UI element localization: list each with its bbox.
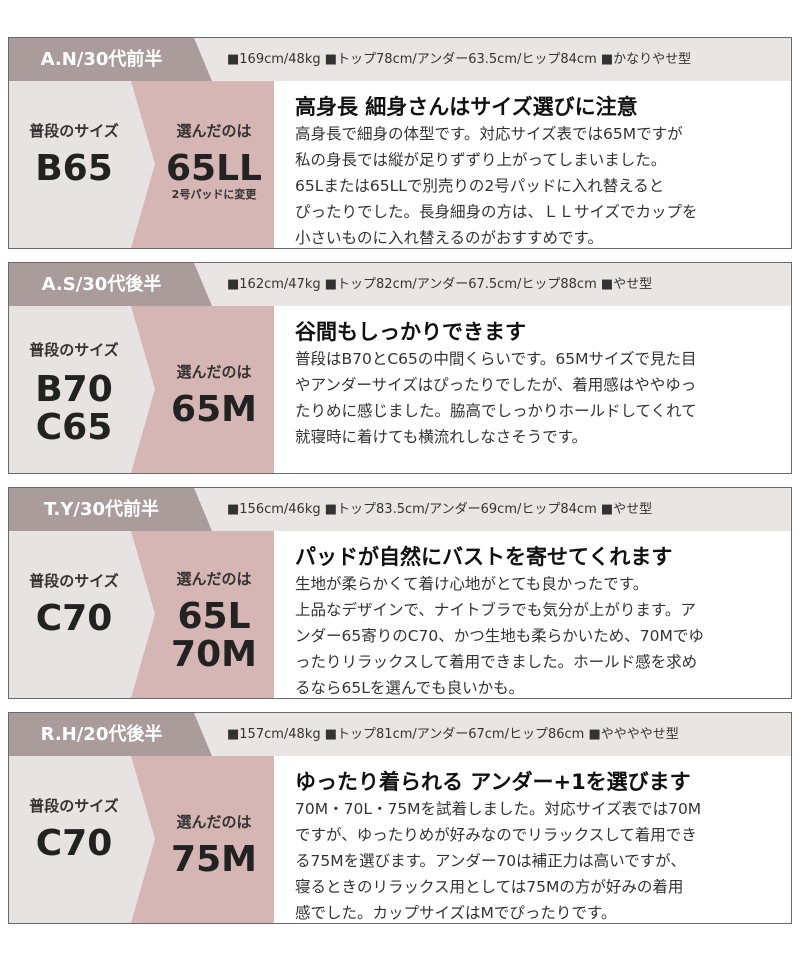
chosen-bg <box>131 81 274 248</box>
review-text: ぴったりでした。長身細身の方は、ＬＬサイズでカップを <box>295 203 698 221</box>
review-text: 感でした。カップサイズはMでぴったりです。 <box>295 904 617 922</box>
card-shapes <box>9 263 791 473</box>
review-text: 就寝時に着けても横流れしなさそうです。 <box>295 428 588 446</box>
review-text: ったりリラックスして着用できました。ホールド感を求め <box>295 653 698 671</box>
chosen-size-label: 選んだのは <box>176 570 252 588</box>
reviewer-name: A.N/30代前半 <box>40 49 163 70</box>
usual-size-label: 普段のサイズ <box>29 572 119 590</box>
usual-size-label: 普段のサイズ <box>29 341 119 359</box>
reviewer-specs: ■169cm/48kg ■トップ78cm/アンダー63.5cm/ヒップ84cm … <box>227 52 692 67</box>
review-text: 70M・70L・75Mを試着しました。対応サイズ表では70M <box>295 800 702 818</box>
review-text: 生地が柔らかくて着け心地がとても良かったです。 <box>295 575 649 593</box>
card-shapes <box>9 38 791 248</box>
usual-size: B65 <box>35 148 113 189</box>
review-title: パッドが自然にバストを寄せてくれます <box>295 545 673 569</box>
name-bg <box>9 38 212 81</box>
reviewer-name: T.Y/30代前半 <box>43 499 160 520</box>
usual-size-label: 普段のサイズ <box>29 122 119 140</box>
card-shapes <box>9 713 791 923</box>
review-text: 小さいものに入れ替えるのがおすすめです。 <box>295 229 603 247</box>
review-title: 高身長 細身さんはサイズ選びに注意 <box>295 95 638 119</box>
usual-bg <box>9 756 155 923</box>
chosen-size: 65LL <box>166 148 262 189</box>
review-card: A.S/30代後半 ■162cm/47kg ■トップ82cm/アンダー67.5cm… <box>8 262 792 474</box>
name-bg <box>9 713 212 756</box>
chosen-size: 65L <box>177 596 251 637</box>
chosen-size: 65M <box>171 389 257 430</box>
review-card: A.N/30代前半 ■169cm/48kg ■トップ78cm/アンダー63.5cm… <box>8 37 792 249</box>
review-text: 高身長で細身の体型です。対応サイズ表では65Mですが <box>295 125 683 143</box>
review-text: 普段はB70とC65の中間くらいです。65Mサイズで見た目 <box>295 350 697 368</box>
size-note: 2号パッドに変更 <box>171 188 257 201</box>
usual-size: C70 <box>35 823 113 864</box>
review-text: たりめに感じました。脇高でしっかりホールドしてくれて <box>295 402 697 420</box>
review-title: 谷間もしっかりできます <box>295 320 526 344</box>
reviewer-name: A.S/30代後半 <box>41 274 162 295</box>
review-text: やアンダーサイズはぴったりでしたが、着用感はややゆっ <box>295 376 697 394</box>
name-bg <box>9 488 212 531</box>
review-text: 寝るときのリラックス用としては75Mの方が好みの着用 <box>295 878 684 896</box>
review-card: T.Y/30代前半 ■156cm/46kg ■トップ83.5cm/アンダー69cm… <box>8 487 792 699</box>
review-card: R.H/20代後半 ■157cm/48kg ■トップ81cm/アンダー67cm/ヒ… <box>8 712 792 924</box>
review-text: ですが、ゆったりめが好みなのでリラックスして着用でき <box>295 826 697 844</box>
chosen-size: 70M <box>171 634 257 675</box>
review-title: ゆったり着られる アンダー+1を選びます <box>295 770 691 794</box>
chosen-bg <box>131 531 274 698</box>
name-bg <box>9 263 212 306</box>
review-text: る75Mを選びます。アンダー70は補正力は高いですが、 <box>295 852 686 870</box>
chosen-size-label: 選んだのは <box>176 363 252 381</box>
review-text: 上品なデザインで、ナイトブラでも気分が上がります。ア <box>295 601 696 619</box>
chosen-bg <box>131 756 274 923</box>
review-text: 私の身長では縦が足りずずり上がってしまいました。 <box>295 151 667 169</box>
reviewer-name: R.H/20代後半 <box>40 724 163 745</box>
usual-size: C65 <box>35 407 113 448</box>
usual-size-label: 普段のサイズ <box>29 797 119 815</box>
usual-size: B70 <box>35 369 113 410</box>
usual-bg <box>9 81 155 248</box>
chosen-size: 75M <box>171 839 257 880</box>
usual-size: C70 <box>35 598 113 639</box>
usual-bg <box>9 306 155 473</box>
reviewer-specs: ■162cm/47kg ■トップ82cm/アンダー67.5cm/ヒップ88cm … <box>227 277 653 292</box>
reviewer-specs: ■156cm/46kg ■トップ83.5cm/アンダー69cm/ヒップ84cm … <box>227 502 653 517</box>
review-text: るなら65Lを選んでも良いかも。 <box>295 679 525 697</box>
usual-bg <box>9 531 155 698</box>
card-shapes <box>9 488 791 698</box>
review-text: 65Lまたは65LLで別売りの2号パッドに入れ替えると <box>295 177 665 195</box>
chosen-size-label: 選んだのは <box>176 813 252 831</box>
chosen-bg <box>131 306 274 473</box>
reviewer-specs: ■157cm/48kg ■トップ81cm/アンダー67cm/ヒップ86cm ■や… <box>227 727 679 742</box>
chosen-size-label: 選んだのは <box>176 122 252 140</box>
review-text: ンダー65寄りのC70、かつ生地も柔らかいため、70Mでゆ <box>295 627 704 645</box>
